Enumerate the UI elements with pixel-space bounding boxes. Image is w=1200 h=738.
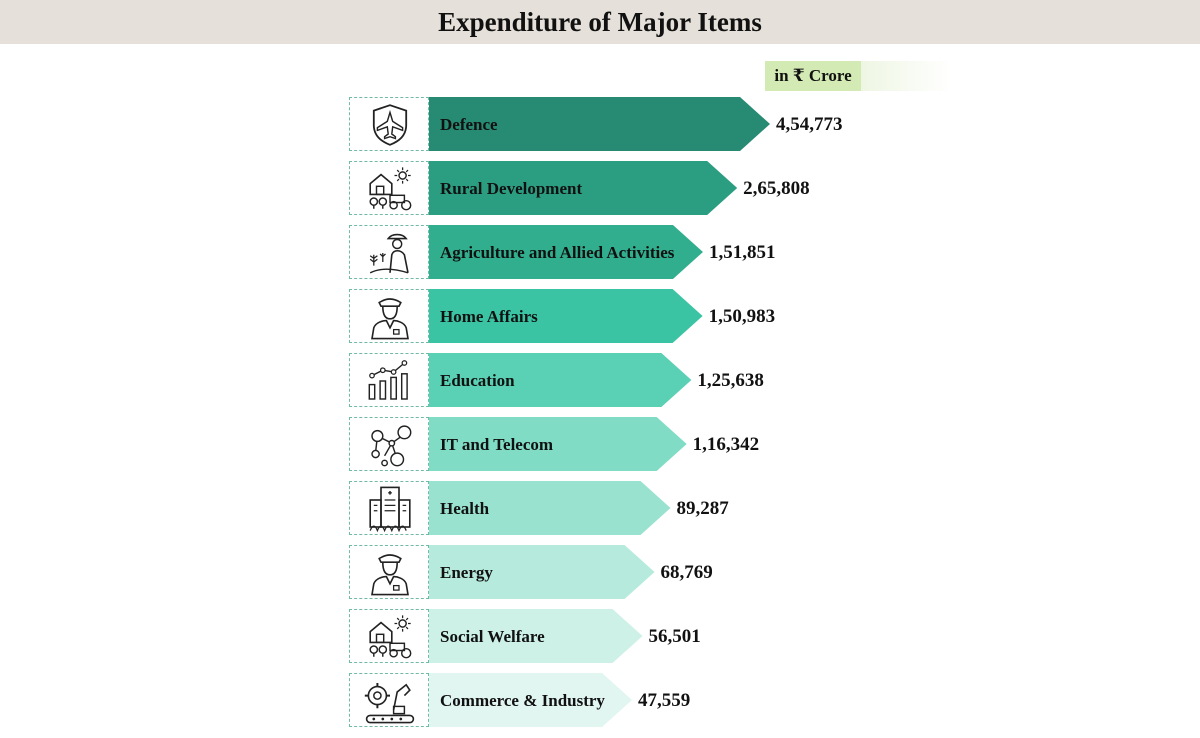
network-icon — [349, 417, 429, 471]
industry-robot-icon — [349, 673, 429, 727]
category-label: Education — [440, 371, 515, 390]
value-label: 2,65,808 — [743, 178, 810, 199]
bar — [429, 225, 703, 279]
bar — [429, 97, 770, 151]
value-label: 68,769 — [661, 562, 713, 583]
value-label: 47,559 — [638, 690, 690, 711]
bar-row: Education 1,25,638 — [429, 353, 764, 407]
category-label: Social Welfare — [440, 627, 545, 646]
bar-row: Social Welfare 56,501 — [429, 609, 701, 663]
bar-row: Agriculture and Allied Activities 1,51,85… — [429, 225, 775, 279]
chart-title: Expenditure of Major Items — [438, 6, 762, 37]
unit-label: in ₹ Crore — [774, 66, 852, 85]
farmer-icon — [349, 225, 429, 279]
bar — [429, 161, 738, 215]
bar — [429, 609, 643, 663]
value-label: 89,287 — [676, 498, 729, 519]
bar-row: IT and Telecom 1,16,342 — [429, 417, 759, 471]
category-label: IT and Telecom — [440, 435, 553, 454]
bar-row: Rural Development 2,65,808 — [429, 161, 810, 215]
value-label: 1,25,638 — [697, 370, 764, 391]
bar — [429, 481, 671, 535]
category-label: Defence — [440, 115, 498, 134]
growth-chart-icon — [349, 353, 429, 407]
category-label: Health — [440, 499, 490, 518]
farm-house-icon — [349, 161, 429, 215]
bar-row: Home Affairs 1,50,983 — [429, 289, 775, 343]
bar-row: Health 89,287 — [429, 481, 729, 535]
bar — [429, 545, 655, 599]
bar-row: Energy 68,769 — [429, 545, 713, 599]
category-label: Rural Development — [440, 179, 582, 198]
category-label: Commerce & Industry — [440, 691, 605, 710]
hospital-icon — [349, 481, 429, 535]
bar — [429, 673, 632, 727]
value-label: 56,501 — [649, 626, 701, 647]
value-label: 1,51,851 — [709, 242, 776, 263]
unit-badge: in ₹ Crore — [765, 61, 951, 91]
category-label: Home Affairs — [440, 307, 538, 326]
bar — [429, 417, 687, 471]
farm-house-icon — [349, 609, 429, 663]
bar — [429, 289, 703, 343]
value-label: 4,54,773 — [776, 114, 843, 135]
value-label: 1,50,983 — [709, 306, 776, 327]
officer-icon — [349, 289, 429, 343]
title-bar: Expenditure of Major Items — [0, 0, 1200, 44]
bar — [429, 353, 692, 407]
bar-row: Defence 4,54,773 — [429, 97, 843, 151]
officer-icon — [349, 545, 429, 599]
bar-row: Commerce & Industry 47,559 — [429, 673, 690, 727]
category-label: Energy — [440, 563, 493, 582]
value-label: 1,16,342 — [693, 434, 760, 455]
shield-jet-icon — [349, 97, 429, 151]
category-label: Agriculture and Allied Activities — [440, 243, 675, 262]
